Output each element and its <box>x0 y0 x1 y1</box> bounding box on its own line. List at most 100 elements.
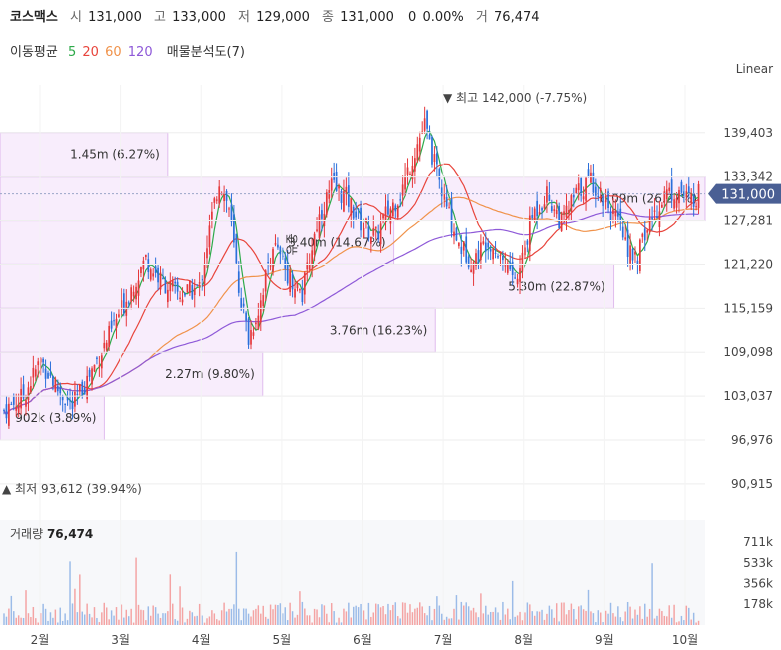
candle-body <box>379 223 382 245</box>
candles <box>3 106 700 429</box>
volume-bar <box>658 608 661 625</box>
price-summary: 코스맥스 시 131,000 고 133,000 저 129,000 종 131… <box>10 6 542 25</box>
volume-bar <box>626 601 629 625</box>
volume-bar <box>543 619 546 625</box>
volume-bar <box>675 622 678 625</box>
candle-body <box>316 229 318 232</box>
volume-bar <box>599 612 602 625</box>
volume-bar <box>162 613 164 625</box>
candle-body <box>470 269 472 273</box>
candle-body <box>39 358 42 363</box>
candle-body <box>83 387 86 395</box>
volume-bar <box>384 614 387 625</box>
volume-tick-label: 356k <box>743 576 773 590</box>
candle-body <box>325 192 328 215</box>
x-tick-label: 6월 <box>353 633 372 647</box>
candle-body <box>167 289 169 303</box>
candle-body <box>568 210 570 214</box>
ma-60[interactable]: 60 <box>105 45 122 60</box>
candle-body <box>281 255 284 257</box>
volume-bar <box>22 617 25 625</box>
candle-body <box>661 204 663 208</box>
volume-bar <box>445 616 448 625</box>
volume-bar <box>76 612 79 625</box>
candle-body <box>389 208 392 224</box>
volume-bar <box>678 621 680 625</box>
candle-body <box>284 258 287 269</box>
ma-5[interactable]: 5 <box>67 45 77 60</box>
candle-body <box>233 214 235 243</box>
candle-body <box>264 270 267 292</box>
volume-bar <box>44 608 47 625</box>
volume-bar <box>538 611 541 625</box>
volume-bar <box>692 612 695 625</box>
ma-120[interactable]: 120 <box>127 45 153 60</box>
candle-body <box>37 361 40 366</box>
candle-body <box>697 183 700 209</box>
candle-body <box>438 168 441 180</box>
candle-body <box>306 262 309 270</box>
volume-bar <box>91 617 93 625</box>
volume-bar <box>247 613 250 625</box>
candle-body <box>338 185 340 189</box>
candle-body <box>509 262 512 270</box>
candle-body <box>299 288 301 291</box>
candle-body <box>528 215 531 251</box>
candle-body <box>269 265 272 267</box>
volume-bar <box>433 608 436 625</box>
candle-body <box>42 358 44 363</box>
volume-profile: 1.45m (6.27%)6.09m (26.27%)3.40m (14.67%… <box>0 132 706 441</box>
candle-body <box>262 294 265 307</box>
candle-body <box>536 200 538 217</box>
candle-body <box>396 205 399 218</box>
volume-profile-label[interactable]: 매물분석도(7) <box>166 45 245 60</box>
candle-body <box>533 208 536 221</box>
candle-body <box>431 136 433 165</box>
volume-bar <box>521 620 524 625</box>
current-price-tag <box>708 183 781 204</box>
volume-bar <box>458 619 460 625</box>
volume-bar <box>590 611 592 625</box>
ma-20[interactable]: 20 <box>82 45 99 60</box>
volume-bar <box>639 606 641 625</box>
volume-bar <box>130 608 132 625</box>
candle-body <box>22 384 25 399</box>
volume-bar <box>494 607 497 625</box>
indicator-legend[interactable]: 이동평균 5 20 60 120 매물분석도(7) <box>10 41 247 60</box>
candle-body <box>423 118 426 131</box>
volume-bar <box>252 610 255 625</box>
volume-bar <box>504 614 507 625</box>
volume-bar <box>233 604 235 625</box>
candle-body <box>646 230 649 233</box>
volume-bar <box>355 605 357 625</box>
volume-bar <box>695 622 697 625</box>
volume-bar <box>536 611 538 625</box>
volume-bar <box>685 605 688 625</box>
candle-body <box>641 233 644 237</box>
candle-body <box>577 183 580 191</box>
volume-bar <box>98 622 101 625</box>
scale-mode[interactable]: Linear <box>736 62 773 76</box>
ma-label[interactable]: 이동평균 <box>10 45 58 60</box>
candle-body <box>355 211 358 218</box>
volume-bar <box>634 609 636 625</box>
candle-body <box>668 187 671 191</box>
volume-bar <box>223 602 225 625</box>
candle-body <box>318 214 321 238</box>
candle-body <box>626 229 629 257</box>
candle-body <box>122 293 125 314</box>
volume-bar <box>631 618 634 625</box>
volume-bar <box>211 610 213 625</box>
candle-body <box>225 190 228 201</box>
x-tick-label: 10월 <box>672 633 698 647</box>
volume-bar <box>93 607 96 625</box>
volume-bar <box>350 617 353 625</box>
candle-body <box>651 217 653 220</box>
volume-bar <box>96 617 98 625</box>
candle-body <box>345 186 348 194</box>
volume-bar <box>573 608 575 625</box>
candle-body <box>350 198 353 216</box>
candle-body <box>414 158 416 172</box>
volume-bar <box>157 613 159 625</box>
